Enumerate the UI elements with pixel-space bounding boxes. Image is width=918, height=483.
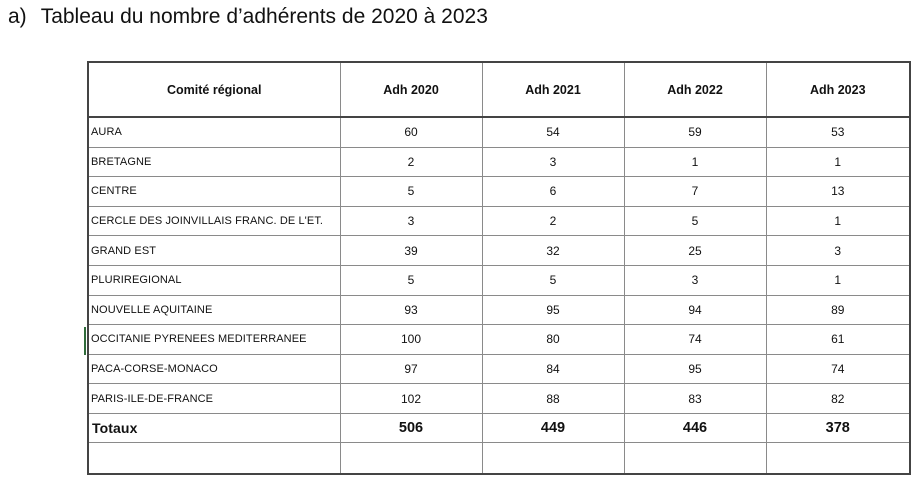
value-cell-2023: 82 <box>765 383 911 414</box>
table-row: PACA-CORSE-MONACO 97 84 95 74 <box>87 353 911 385</box>
section-marker: a) <box>8 5 27 28</box>
empty-cell <box>481 441 625 475</box>
value-cell-2020: 100 <box>339 324 483 355</box>
value-cell-2020: 5 <box>339 264 483 296</box>
value-cell-2023: 74 <box>765 353 911 385</box>
value-cell-2023: 1 <box>765 205 911 237</box>
total-cell-2021: 449 <box>481 412 625 443</box>
value-cell-2022: 59 <box>623 116 767 148</box>
committee-name-cell: AURA <box>87 116 341 148</box>
value-cell-2021: 3 <box>481 146 625 178</box>
value-cell-2021: 2 <box>481 205 625 237</box>
empty-cell <box>339 441 483 475</box>
committee-name-cell: OCCITANIE PYRENEES MEDITERRANEE <box>87 324 341 355</box>
table-row: PLURIREGIONAL 5 5 3 1 <box>87 264 911 296</box>
column-header-2023: Adh 2023 <box>765 61 911 118</box>
empty-row <box>87 441 911 475</box>
value-cell-2020: 97 <box>339 353 483 385</box>
column-header-2020: Adh 2020 <box>339 61 483 118</box>
table-row: BRETAGNE 2 3 1 1 <box>87 146 911 178</box>
value-cell-2023: 61 <box>765 324 911 355</box>
table-header-row: Comité régional Adh 2020 Adh 2021 Adh 20… <box>87 61 911 118</box>
committee-name-cell: NOUVELLE AQUITAINE <box>87 294 341 326</box>
committee-name-cell: GRAND EST <box>87 235 341 266</box>
empty-cell <box>87 441 341 475</box>
value-cell-2023: 3 <box>765 235 911 266</box>
table-row: NOUVELLE AQUITAINE 93 95 94 89 <box>87 294 911 326</box>
value-cell-2020: 2 <box>339 146 483 178</box>
table-row: CERCLE DES JOINVILLAIS FRANC. DE L'ET. 3… <box>87 205 911 237</box>
value-cell-2021: 84 <box>481 353 625 385</box>
value-cell-2023: 1 <box>765 264 911 296</box>
value-cell-2022: 7 <box>623 176 767 207</box>
value-cell-2022: 94 <box>623 294 767 326</box>
totals-row: Totaux 506 449 446 378 <box>87 412 911 443</box>
value-cell-2023: 13 <box>765 176 911 207</box>
value-cell-2020: 5 <box>339 176 483 207</box>
column-header-2022: Adh 2022 <box>623 61 767 118</box>
value-cell-2022: 25 <box>623 235 767 266</box>
total-cell-2020: 506 <box>339 412 483 443</box>
section-heading: a) Tableau du nombre d’adhérents de 2020 … <box>8 4 488 30</box>
total-cell-2022: 446 <box>623 412 767 443</box>
table-row: CENTRE 5 6 7 13 <box>87 176 911 207</box>
table-row: GRAND EST 39 32 25 3 <box>87 235 911 266</box>
table-row: PARIS-ILE-DE-FRANCE 102 88 83 82 <box>87 383 911 414</box>
empty-cell <box>765 441 911 475</box>
value-cell-2020: 60 <box>339 116 483 148</box>
value-cell-2020: 102 <box>339 383 483 414</box>
totals-label: Totaux <box>87 412 341 443</box>
section-title: Tableau du nombre d’adhérents de 2020 à … <box>40 5 488 28</box>
value-cell-2020: 3 <box>339 205 483 237</box>
value-cell-2023: 1 <box>765 146 911 178</box>
row-selection-marker <box>84 327 86 355</box>
committee-name-cell: CERCLE DES JOINVILLAIS FRANC. DE L'ET. <box>87 205 341 237</box>
value-cell-2021: 32 <box>481 235 625 266</box>
column-header-committee: Comité régional <box>87 61 341 118</box>
value-cell-2021: 6 <box>481 176 625 207</box>
table-row: OCCITANIE PYRENEES MEDITERRANEE 100 80 7… <box>87 324 911 355</box>
value-cell-2020: 93 <box>339 294 483 326</box>
members-table: Comité régional Adh 2020 Adh 2021 Adh 20… <box>87 61 911 475</box>
value-cell-2022: 95 <box>623 353 767 385</box>
total-cell-2023: 378 <box>765 412 911 443</box>
committee-name-cell: PARIS-ILE-DE-FRANCE <box>87 383 341 414</box>
value-cell-2021: 5 <box>481 264 625 296</box>
value-cell-2021: 88 <box>481 383 625 414</box>
value-cell-2022: 3 <box>623 264 767 296</box>
value-cell-2022: 74 <box>623 324 767 355</box>
value-cell-2022: 83 <box>623 383 767 414</box>
empty-cell <box>623 441 767 475</box>
value-cell-2021: 80 <box>481 324 625 355</box>
table-row: AURA 60 54 59 53 <box>87 116 911 148</box>
column-header-2021: Adh 2021 <box>481 61 625 118</box>
value-cell-2020: 39 <box>339 235 483 266</box>
value-cell-2022: 5 <box>623 205 767 237</box>
committee-name-cell: PACA-CORSE-MONACO <box>87 353 341 385</box>
value-cell-2021: 54 <box>481 116 625 148</box>
value-cell-2021: 95 <box>481 294 625 326</box>
committee-name-cell: BRETAGNE <box>87 146 341 178</box>
committee-name-cell: PLURIREGIONAL <box>87 264 341 296</box>
value-cell-2023: 53 <box>765 116 911 148</box>
committee-name-cell: CENTRE <box>87 176 341 207</box>
value-cell-2022: 1 <box>623 146 767 178</box>
value-cell-2023: 89 <box>765 294 911 326</box>
